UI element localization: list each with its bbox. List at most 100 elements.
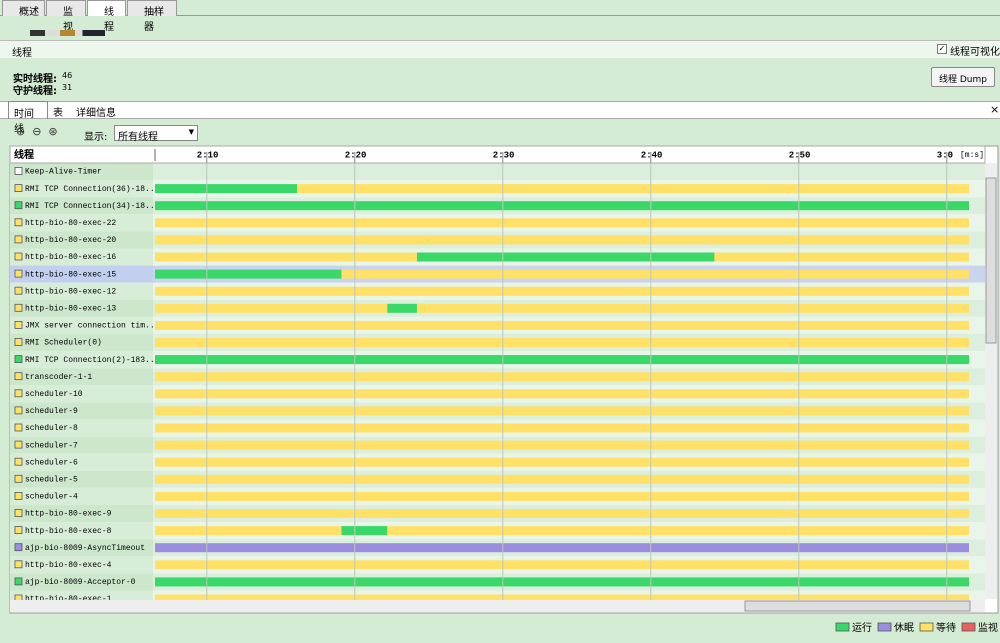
state-segment <box>155 491 969 501</box>
legend-label: 等待 <box>936 621 956 634</box>
subtab[interactable]: 详细信息 <box>76 108 116 119</box>
state-icon <box>14 406 23 415</box>
state-icon <box>14 218 23 227</box>
state-segment <box>155 252 417 262</box>
state-icon <box>14 252 23 261</box>
name-cell <box>10 385 153 403</box>
state-segment <box>155 423 969 433</box>
legend-label: 运行 <box>852 621 872 634</box>
h-thumb[interactable] <box>744 600 971 612</box>
subtab[interactable]: 时间线 <box>8 101 48 135</box>
thread-name: RMI TCP Connection(2)-183... <box>25 356 159 365</box>
thread-name: transcoder-1-1 <box>25 373 92 382</box>
state-icon <box>14 423 23 432</box>
thread-name: http-bio-80-exec-9 <box>25 510 112 519</box>
name-cell <box>10 470 153 488</box>
name-cell <box>10 351 153 369</box>
name-cell <box>10 248 153 266</box>
axis-unit: [m:s] <box>960 151 984 160</box>
tab[interactable]: 线程 <box>87 0 126 33</box>
v-thumb[interactable] <box>985 177 997 344</box>
h-scrollbar[interactable] <box>10 600 985 612</box>
zoom-buttons[interactable]: ⊕⊖⊛ <box>16 125 65 138</box>
name-cell <box>10 487 153 505</box>
state-icon <box>14 355 23 364</box>
select-text: 所有线程 <box>118 132 158 143</box>
state-segment <box>341 526 388 536</box>
state-segment <box>416 252 715 262</box>
thread-name: scheduler-9 <box>25 407 78 416</box>
subtab-bar <box>0 101 1000 119</box>
thread-name: scheduler-5 <box>25 475 78 484</box>
name-cell <box>10 368 153 386</box>
dump-button[interactable]: 线程 Dump <box>931 67 995 87</box>
name-cell <box>10 265 153 283</box>
state-segment <box>155 543 969 553</box>
state-icon <box>14 526 23 534</box>
thread-name: http-bio-80-exec-22 <box>25 219 116 228</box>
state-segment <box>155 406 969 416</box>
legend-label: 监视 <box>978 621 998 634</box>
state-icon <box>14 577 23 586</box>
name-cell <box>10 573 153 591</box>
state-icon <box>14 201 23 210</box>
x-tick-label: 2:20 <box>345 150 367 160</box>
thread-name: scheduler-10 <box>25 390 83 399</box>
header-row <box>9 145 986 164</box>
state-segment <box>155 474 969 484</box>
state-segment <box>155 577 969 587</box>
show-label: 显示: <box>84 132 108 143</box>
state-icon <box>14 286 23 295</box>
tab[interactable]: 抽样器 <box>127 0 177 33</box>
tab[interactable]: 监视 <box>46 0 86 33</box>
thread-name: ajp-bio-8009-Acceptor-0 <box>25 578 136 587</box>
name-cell <box>10 197 153 215</box>
name-cell <box>10 180 153 198</box>
state-icon <box>14 184 23 193</box>
state-segment <box>155 184 298 194</box>
blurred-title <box>30 30 105 36</box>
name-cell <box>10 453 153 471</box>
name-cell <box>10 590 153 600</box>
state-icon <box>14 338 23 346</box>
state-segment <box>155 372 969 382</box>
state-icon <box>14 543 23 552</box>
thread-name: scheduler-4 <box>25 493 78 502</box>
show-select[interactable]: 所有线程 ▼ <box>114 125 198 143</box>
name-cell <box>10 505 153 523</box>
tab-line <box>0 15 1000 16</box>
state-segment <box>155 235 969 245</box>
state-segment <box>155 338 969 347</box>
thread-name: scheduler-6 <box>25 458 78 467</box>
thread-name: RMI TCP Connection(36)-18... <box>25 185 159 194</box>
stat-label: 守护线程: <box>13 86 57 97</box>
name-cell <box>10 163 153 181</box>
name-cell <box>10 436 153 454</box>
checkbox[interactable]: ✓ <box>937 44 947 54</box>
state-icon <box>14 235 23 244</box>
state-icon <box>14 167 23 175</box>
tab[interactable]: 概述 <box>2 0 45 18</box>
state-segment <box>155 389 969 399</box>
state-segment <box>155 355 969 365</box>
state-icon <box>14 440 23 449</box>
column-header: 线程 <box>14 148 34 161</box>
thread-name: JMX server connection tim... <box>25 322 159 331</box>
state-segment <box>155 201 969 211</box>
state-icon <box>14 594 23 600</box>
x-tick-label: 3:0 <box>937 150 953 160</box>
state-icon <box>14 509 23 517</box>
state-segment <box>155 509 969 518</box>
checkbox-label: 线程可视化 <box>950 47 1000 58</box>
name-cell <box>10 556 153 574</box>
stat-value: 46 <box>62 71 73 80</box>
thread-name: http-bio-80-exec-1 <box>25 595 112 604</box>
close-button[interactable]: × <box>990 103 1000 116</box>
subtab[interactable]: 表 <box>53 108 63 119</box>
thread-name: ajp-bio-8009-AsyncTimeout <box>25 544 145 553</box>
legend-swatch <box>835 622 850 632</box>
x-tick-label: 2:10 <box>197 150 219 160</box>
state-segment <box>714 252 969 262</box>
